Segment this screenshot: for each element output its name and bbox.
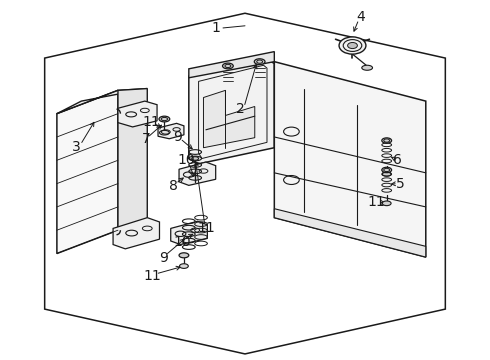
Text: 10: 10 [173,235,191,249]
Polygon shape [189,58,274,164]
Ellipse shape [222,63,233,69]
Ellipse shape [159,116,170,122]
Text: 7: 7 [142,132,150,146]
Polygon shape [203,90,255,148]
Polygon shape [179,162,216,185]
Polygon shape [57,90,118,253]
Text: 4: 4 [356,10,365,24]
Text: 1: 1 [211,21,220,35]
Ellipse shape [347,42,357,49]
Polygon shape [113,218,159,249]
Ellipse shape [362,65,372,70]
Text: 9: 9 [173,130,182,144]
Polygon shape [158,123,184,139]
Text: 3: 3 [72,140,81,154]
Polygon shape [274,209,426,257]
Ellipse shape [179,253,189,258]
Polygon shape [274,62,426,257]
Ellipse shape [339,37,366,54]
Text: 11: 11 [144,269,162,283]
Ellipse shape [382,138,392,143]
Polygon shape [118,89,147,230]
Text: 6: 6 [393,153,402,167]
Text: 8: 8 [169,179,178,193]
Ellipse shape [382,172,391,176]
Ellipse shape [254,59,265,64]
Ellipse shape [159,130,169,135]
Polygon shape [57,89,147,114]
Ellipse shape [192,157,198,160]
Text: 11: 11 [197,221,215,235]
Text: 9: 9 [159,251,168,265]
Ellipse shape [382,167,392,173]
Polygon shape [189,51,274,78]
Ellipse shape [382,201,391,206]
Polygon shape [118,101,157,127]
Text: 10: 10 [177,153,195,167]
Text: 11: 11 [142,115,160,129]
Text: 5: 5 [396,177,405,190]
Text: 11: 11 [368,195,385,209]
Ellipse shape [179,264,188,269]
Polygon shape [171,221,207,244]
Text: 2: 2 [236,102,245,116]
